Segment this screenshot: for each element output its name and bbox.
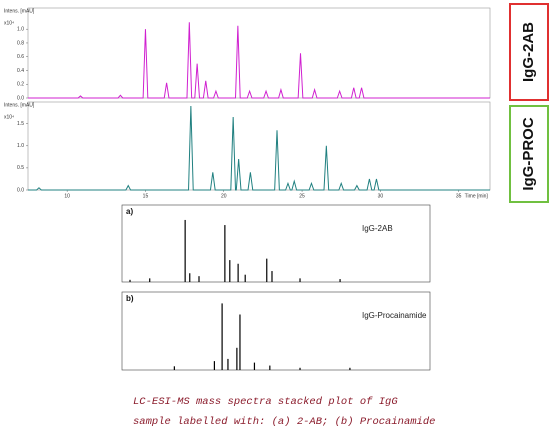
y-axis-label: Intens. [mAU] — [4, 8, 35, 14]
x-axis-label: Time [min] — [465, 193, 489, 199]
y-scale-label: x10⁴ — [4, 114, 14, 120]
plot-frame — [27, 101, 491, 191]
plot-frame — [121, 204, 431, 283]
y-tick-label: 0.0 — [17, 187, 24, 193]
x-tick-label: 10 — [64, 193, 70, 199]
trace — [28, 105, 490, 191]
y-tick-label: 0.4 — [17, 68, 24, 74]
y-scale-label: x10⁴ — [4, 20, 14, 26]
x-tick-label: 30 — [378, 193, 384, 199]
y-tick-label: 1.0 — [17, 143, 24, 149]
y-tick-label: 0.5 — [17, 165, 24, 171]
caption-line: LC-ESI-MS mass spectra stacked plot of I… — [133, 396, 398, 408]
y-axis-label: Intens. [mAU] — [4, 102, 35, 108]
sample-label: IgG-PROC — [520, 117, 537, 190]
y-tick-label: 1.0 — [17, 27, 24, 33]
y-tick-label: 1.5 — [17, 121, 24, 127]
x-tick-label: 35 — [456, 193, 462, 199]
trace — [28, 22, 490, 99]
sample-label: IgG-2AB — [520, 22, 537, 82]
panel-title: IgG-2AB — [362, 224, 393, 233]
panel-label: b) — [126, 294, 134, 303]
x-tick-label: 15 — [143, 193, 149, 199]
panel-label: a) — [126, 207, 133, 216]
y-tick-label: 0.6 — [17, 54, 24, 60]
plot-frame — [121, 291, 431, 371]
y-tick-label: 0.0 — [17, 95, 24, 101]
y-tick-label: 0.2 — [17, 82, 24, 88]
label-box — [509, 3, 549, 101]
plot-frame — [27, 7, 491, 99]
y-tick-label: 0.8 — [17, 40, 24, 46]
caption-line: sample labelled with: (a) 2-AB; (b) Proc… — [133, 416, 435, 428]
x-tick-label: 25 — [299, 193, 305, 199]
x-tick-label: 20 — [221, 193, 227, 199]
panel-title: IgG-Procainamide — [362, 311, 427, 320]
label-box — [509, 105, 549, 203]
